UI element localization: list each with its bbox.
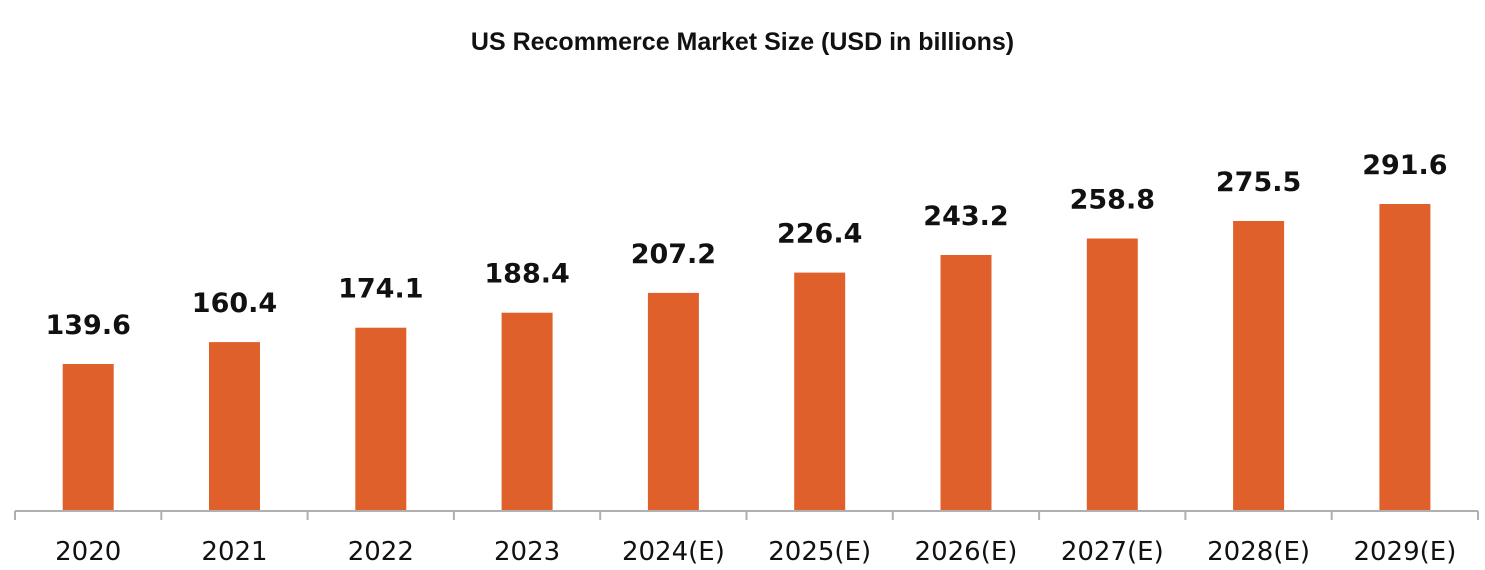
x-tick-label-2024(E): 2024(E): [622, 537, 725, 567]
x-tick-label-2020: 2020: [55, 537, 121, 567]
x-tick-label-2022: 2022: [348, 537, 414, 567]
bar-2029(E): [1379, 204, 1431, 511]
data-label-2028(E): 275.5: [1216, 167, 1301, 198]
x-tick-label-2026(E): 2026(E): [915, 537, 1018, 567]
data-label-2020: 139.6: [45, 310, 130, 341]
data-label-2029(E): 291.6: [1362, 150, 1447, 181]
data-label-2026(E): 243.2: [923, 201, 1008, 232]
chart-title: US Recommerce Market Size (USD in billio…: [470, 28, 1015, 56]
bars-group: [62, 204, 1431, 511]
bar-2026(E): [940, 255, 992, 511]
x-axis: [14, 510, 1479, 520]
bar-2028(E): [1233, 221, 1285, 511]
data-label-2027(E): 258.8: [1070, 185, 1155, 216]
x-tick-label-2029(E): 2029(E): [1353, 537, 1456, 567]
bar-2025(E): [794, 272, 846, 511]
x-tick-label-2027(E): 2027(E): [1061, 537, 1164, 567]
x-tick-label-2023: 2023: [494, 537, 560, 567]
x-tick-label-2021: 2021: [201, 537, 267, 567]
x-tick-labels-group: 2020 2021 2022 2023 2024(E) 2025(E) 2026(E) 202…: [55, 537, 1456, 567]
data-label-2021: 160.4: [192, 288, 277, 319]
value-labels-group: 139.6 160.4 174.1 188.4 207.2 226.4 243.2 258.8…: [45, 150, 1447, 341]
bar-2020: [62, 364, 114, 511]
data-label-2023: 188.4: [484, 259, 569, 290]
bar-2022: [355, 327, 407, 511]
bar-2027(E): [1086, 238, 1138, 511]
data-label-2024(E): 207.2: [631, 239, 716, 270]
data-label-2025(E): 226.4: [777, 219, 862, 250]
x-tick-label-2025(E): 2025(E): [768, 537, 871, 567]
data-label-2022: 174.1: [338, 274, 423, 305]
bar-2023: [501, 312, 553, 511]
x-tick-label-2028(E): 2028(E): [1207, 537, 1310, 567]
bar-2021: [209, 342, 260, 511]
bar-2024(E): [647, 292, 699, 511]
